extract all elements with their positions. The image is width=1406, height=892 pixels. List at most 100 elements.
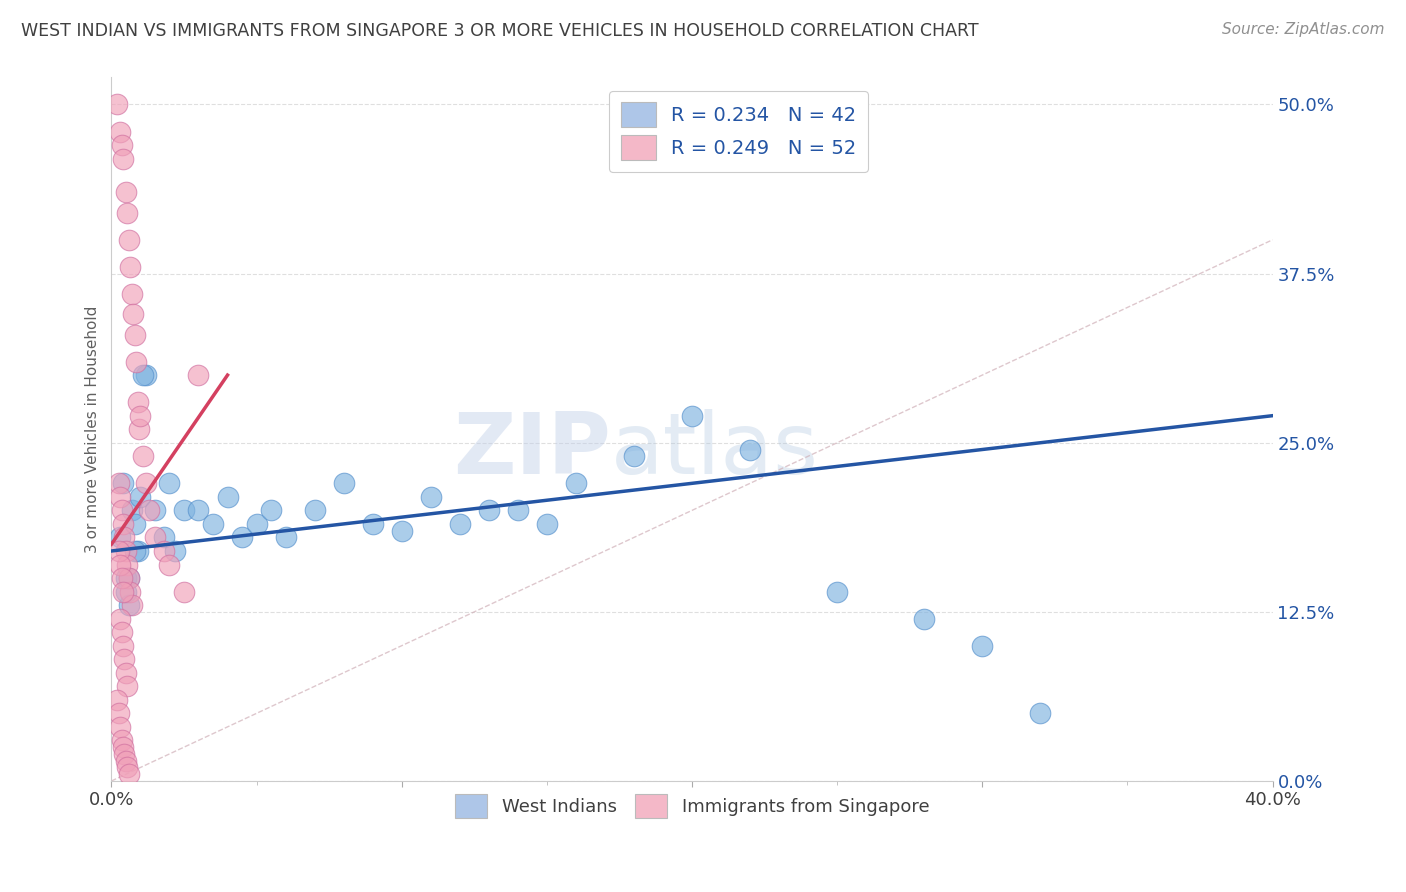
Point	[1029, 706, 1052, 721]
Point	[111, 639, 134, 653]
Point	[110, 138, 132, 153]
Point	[107, 706, 129, 721]
Point	[143, 503, 166, 517]
Point	[117, 760, 139, 774]
Point	[122, 307, 145, 321]
Point	[128, 422, 150, 436]
Point	[132, 450, 155, 464]
Point	[121, 287, 143, 301]
Point	[118, 233, 141, 247]
Point	[159, 476, 181, 491]
Point	[115, 571, 138, 585]
Point	[107, 544, 129, 558]
Point	[135, 368, 157, 383]
Point	[231, 531, 253, 545]
Point	[108, 720, 131, 734]
Text: atlas: atlas	[610, 409, 818, 491]
Point	[108, 490, 131, 504]
Point	[110, 733, 132, 747]
Point	[107, 476, 129, 491]
Point	[361, 516, 384, 531]
Point	[114, 747, 136, 761]
Point	[173, 584, 195, 599]
Point	[478, 503, 501, 517]
Point	[124, 516, 146, 531]
Point	[274, 531, 297, 545]
Point	[124, 327, 146, 342]
Point	[120, 584, 142, 599]
Legend: West Indians, Immigrants from Singapore: West Indians, Immigrants from Singapore	[447, 787, 936, 825]
Text: ZIP: ZIP	[453, 409, 610, 491]
Point	[738, 442, 761, 457]
Point	[114, 652, 136, 666]
Point	[260, 503, 283, 517]
Point	[187, 503, 209, 517]
Point	[108, 124, 131, 138]
Point	[124, 544, 146, 558]
Point	[110, 625, 132, 640]
Point	[111, 516, 134, 531]
Point	[332, 476, 354, 491]
Point	[110, 571, 132, 585]
Point	[152, 531, 174, 545]
Point	[115, 665, 138, 680]
Point	[115, 186, 138, 200]
Point	[152, 544, 174, 558]
Point	[245, 516, 267, 531]
Point	[111, 476, 134, 491]
Point	[138, 503, 160, 517]
Point	[681, 409, 703, 423]
Point	[118, 598, 141, 612]
Text: Source: ZipAtlas.com: Source: ZipAtlas.com	[1222, 22, 1385, 37]
Point	[187, 368, 209, 383]
Point	[217, 490, 239, 504]
Point	[506, 503, 529, 517]
Point	[105, 97, 128, 112]
Point	[143, 531, 166, 545]
Point	[108, 612, 131, 626]
Point	[117, 679, 139, 693]
Point	[565, 476, 588, 491]
Point	[165, 544, 187, 558]
Point	[110, 503, 132, 517]
Point	[173, 503, 195, 517]
Point	[304, 503, 326, 517]
Point	[115, 544, 138, 558]
Point	[117, 558, 139, 572]
Point	[135, 476, 157, 491]
Point	[201, 516, 224, 531]
Point	[108, 558, 131, 572]
Point	[118, 571, 141, 585]
Point	[111, 740, 134, 755]
Point	[912, 612, 935, 626]
Point	[117, 205, 139, 219]
Point	[114, 531, 136, 545]
Point	[115, 584, 138, 599]
Point	[972, 639, 994, 653]
Point	[105, 693, 128, 707]
Point	[118, 571, 141, 585]
Point	[127, 544, 149, 558]
Point	[623, 450, 645, 464]
Point	[159, 558, 181, 572]
Point	[825, 584, 848, 599]
Point	[120, 260, 142, 274]
Point	[419, 490, 441, 504]
Point	[129, 409, 152, 423]
Point	[108, 531, 131, 545]
Point	[449, 516, 471, 531]
Text: WEST INDIAN VS IMMIGRANTS FROM SINGAPORE 3 OR MORE VEHICLES IN HOUSEHOLD CORRELA: WEST INDIAN VS IMMIGRANTS FROM SINGAPORE…	[21, 22, 979, 40]
Point	[127, 395, 149, 409]
Point	[118, 767, 141, 781]
Point	[121, 598, 143, 612]
Point	[125, 354, 148, 368]
Point	[536, 516, 558, 531]
Point	[129, 490, 152, 504]
Point	[115, 754, 138, 768]
Point	[111, 584, 134, 599]
Point	[132, 368, 155, 383]
Point	[391, 524, 413, 538]
Point	[121, 503, 143, 517]
Point	[111, 152, 134, 166]
Y-axis label: 3 or more Vehicles in Household: 3 or more Vehicles in Household	[86, 306, 100, 553]
